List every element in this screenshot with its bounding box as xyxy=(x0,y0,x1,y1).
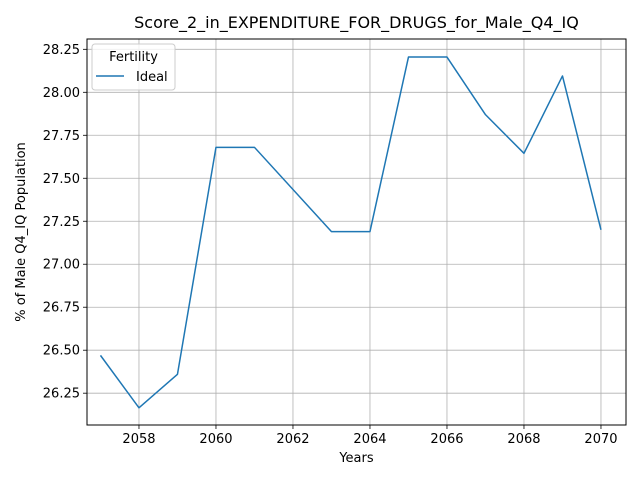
x-tick-label: 2064 xyxy=(353,432,386,447)
y-tick-label: 26.75 xyxy=(43,301,80,316)
y-tick-label: 27.75 xyxy=(43,129,80,144)
y-tick-label: 27.00 xyxy=(43,258,80,273)
legend-label-ideal: Ideal xyxy=(136,70,168,85)
legend-box xyxy=(91,43,176,91)
y-tick-label: 27.50 xyxy=(43,172,80,187)
legend: Fertility Ideal xyxy=(91,43,176,91)
legend-title: Fertility xyxy=(109,50,158,65)
plot-area-frame xyxy=(86,38,627,426)
y-tick-label: 28.25 xyxy=(43,43,80,58)
x-tick-label: 2070 xyxy=(584,432,617,447)
x-tick-label: 2062 xyxy=(276,432,309,447)
y-axis-title: % of Male Q4_IQ Population xyxy=(14,142,29,322)
x-tick-label: 2066 xyxy=(430,432,463,447)
x-tick-label: 2058 xyxy=(122,432,155,447)
chart-title: Score_2_in_EXPENDITURE_FOR_DRUGS_for_Mal… xyxy=(134,13,579,33)
y-tick-label: 26.50 xyxy=(43,344,80,359)
y-tick-label: 28.00 xyxy=(43,86,80,101)
x-axis-title: Years xyxy=(338,451,374,466)
axis-ticks: 2058 2060 2062 2064 2066 2068 2070 26.25 26.50 26… xyxy=(43,43,618,447)
y-tick-label: 26.25 xyxy=(43,387,80,402)
x-tick-label: 2068 xyxy=(507,432,540,447)
y-tick-label: 27.25 xyxy=(43,215,80,230)
grid-lines xyxy=(87,39,626,425)
x-tick-label: 2060 xyxy=(199,432,232,447)
series-lines xyxy=(99,56,602,409)
series-line-ideal xyxy=(99,56,602,409)
